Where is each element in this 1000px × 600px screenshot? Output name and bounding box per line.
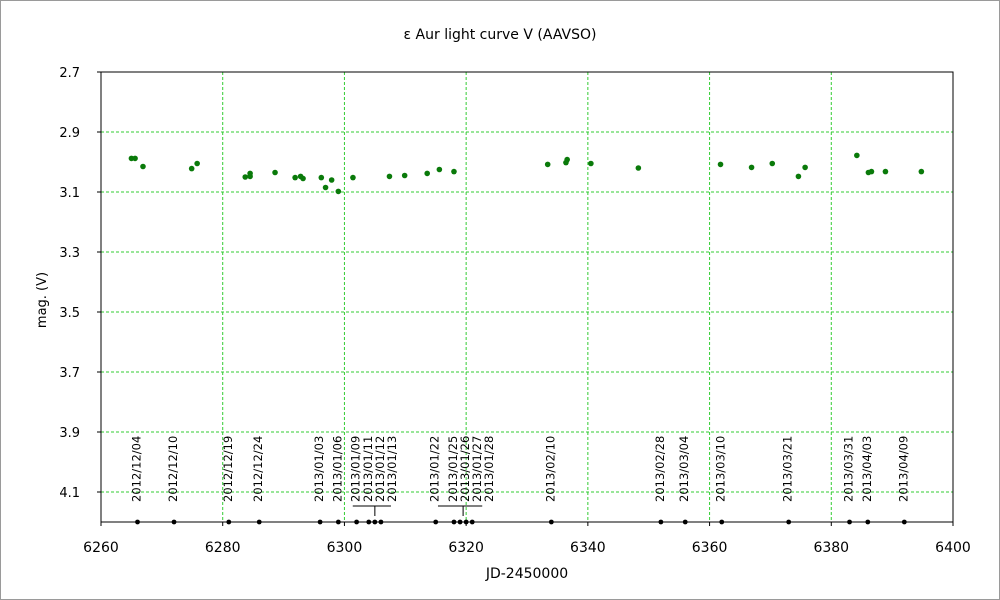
plot-area-border <box>100 71 954 523</box>
data-point <box>717 161 724 168</box>
x-tick-label: 6360 <box>692 540 728 556</box>
data-point <box>300 175 306 182</box>
data-points <box>128 152 925 195</box>
y-tick-label: 2.7 <box>59 66 80 81</box>
data-point <box>194 160 200 167</box>
y-tick-label: 2.9 <box>59 126 80 141</box>
observation-date-label: 2012/12/10 <box>166 436 180 502</box>
data-point <box>401 172 408 179</box>
y-tick-label: 3.5 <box>59 306 80 321</box>
observation-date-label: 2013/01/25 <box>446 436 460 502</box>
observation-date-label: 2013/03/21 <box>781 436 795 502</box>
data-point <box>635 165 642 171</box>
data-point <box>292 174 298 181</box>
observation-date-label: 2013/01/26 <box>458 436 472 502</box>
observation-date-label: 2013/01/03 <box>312 436 326 502</box>
observation-date-label: 2013/03/04 <box>677 436 691 502</box>
x-axis-ticks: 6260 6280 6300 6320 6340 6360 6380 6400 <box>83 522 971 556</box>
data-point <box>882 168 889 175</box>
data-point <box>868 168 875 175</box>
data-point <box>132 155 138 162</box>
data-point <box>322 184 329 191</box>
x-axis-label: JD-2450000 <box>485 566 568 582</box>
y-tick-label: 3.3 <box>59 246 80 261</box>
y-tick-label: 3.9 <box>59 426 80 441</box>
data-point <box>795 173 802 180</box>
x-tick-label: 6400 <box>935 540 971 556</box>
data-point <box>588 160 594 167</box>
observation-date-label: 2012/12/19 <box>221 436 235 502</box>
data-point <box>350 174 356 181</box>
data-point <box>328 177 335 183</box>
y-tick-label: 4.1 <box>59 486 80 501</box>
data-point <box>386 173 393 180</box>
chart-title: ε Aur light curve V (AAVSO) <box>404 27 597 43</box>
data-point <box>451 168 457 175</box>
observation-date-label: 2013/01/13 <box>385 436 399 502</box>
data-point <box>188 165 195 172</box>
data-point <box>769 160 776 167</box>
data-point <box>140 163 146 170</box>
observation-date-label: 2013/01/27 <box>470 436 484 502</box>
observation-date-label: 2012/12/24 <box>251 436 265 502</box>
observation-date-label: 2013/04/03 <box>860 436 874 502</box>
observation-date-label: 2013/04/09 <box>896 436 910 502</box>
data-point <box>272 169 278 176</box>
y-tick-label: 3.1 <box>59 186 80 201</box>
observation-date-label: 2012/12/04 <box>130 436 144 502</box>
observation-date-label: 2013/01/22 <box>428 436 442 502</box>
data-point <box>424 170 430 177</box>
observation-date-label: 2013/03/10 <box>714 436 728 502</box>
data-point <box>854 152 860 159</box>
observation-date-label: 2013/02/28 <box>653 436 667 502</box>
observation-date-label: 2013/03/31 <box>842 436 856 502</box>
data-point <box>802 164 808 171</box>
y-tick-label: 3.7 <box>59 366 80 381</box>
data-point <box>748 164 755 171</box>
x-tick-label: 6320 <box>448 540 484 556</box>
data-point <box>918 168 925 175</box>
data-point <box>335 188 342 195</box>
data-point <box>564 156 570 163</box>
y-axis-label: mag. (V) <box>35 272 50 328</box>
y-axis-ticks: 2.7 2.9 3.1 3.3 3.5 3.7 3.9 4.1 <box>59 66 101 501</box>
data-point <box>242 174 249 180</box>
observation-date-label: 2013/01/12 <box>373 436 387 502</box>
observation-date-labels: 2012/12/04 2012/12/10 2012/12/19 2012/12/24… <box>130 436 911 502</box>
observation-date-label: 2013/01/09 <box>349 436 363 502</box>
data-point <box>318 174 325 181</box>
x-tick-label: 6340 <box>570 540 606 556</box>
data-point <box>544 161 551 168</box>
data-point <box>247 173 253 180</box>
x-tick-label: 6380 <box>813 540 849 556</box>
observation-date-label: 2013/01/11 <box>361 436 375 502</box>
data-point <box>436 166 443 173</box>
x-tick-label: 6300 <box>327 540 363 556</box>
observation-date-label: 2013/02/10 <box>543 436 557 502</box>
observation-date-label: 2013/01/06 <box>330 436 344 502</box>
observation-brackets <box>352 505 483 516</box>
grid-lines <box>101 72 953 522</box>
observation-date-label: 2013/01/28 <box>482 436 496 502</box>
x-tick-label: 6280 <box>205 540 241 556</box>
x-tick-label: 6260 <box>83 540 119 556</box>
